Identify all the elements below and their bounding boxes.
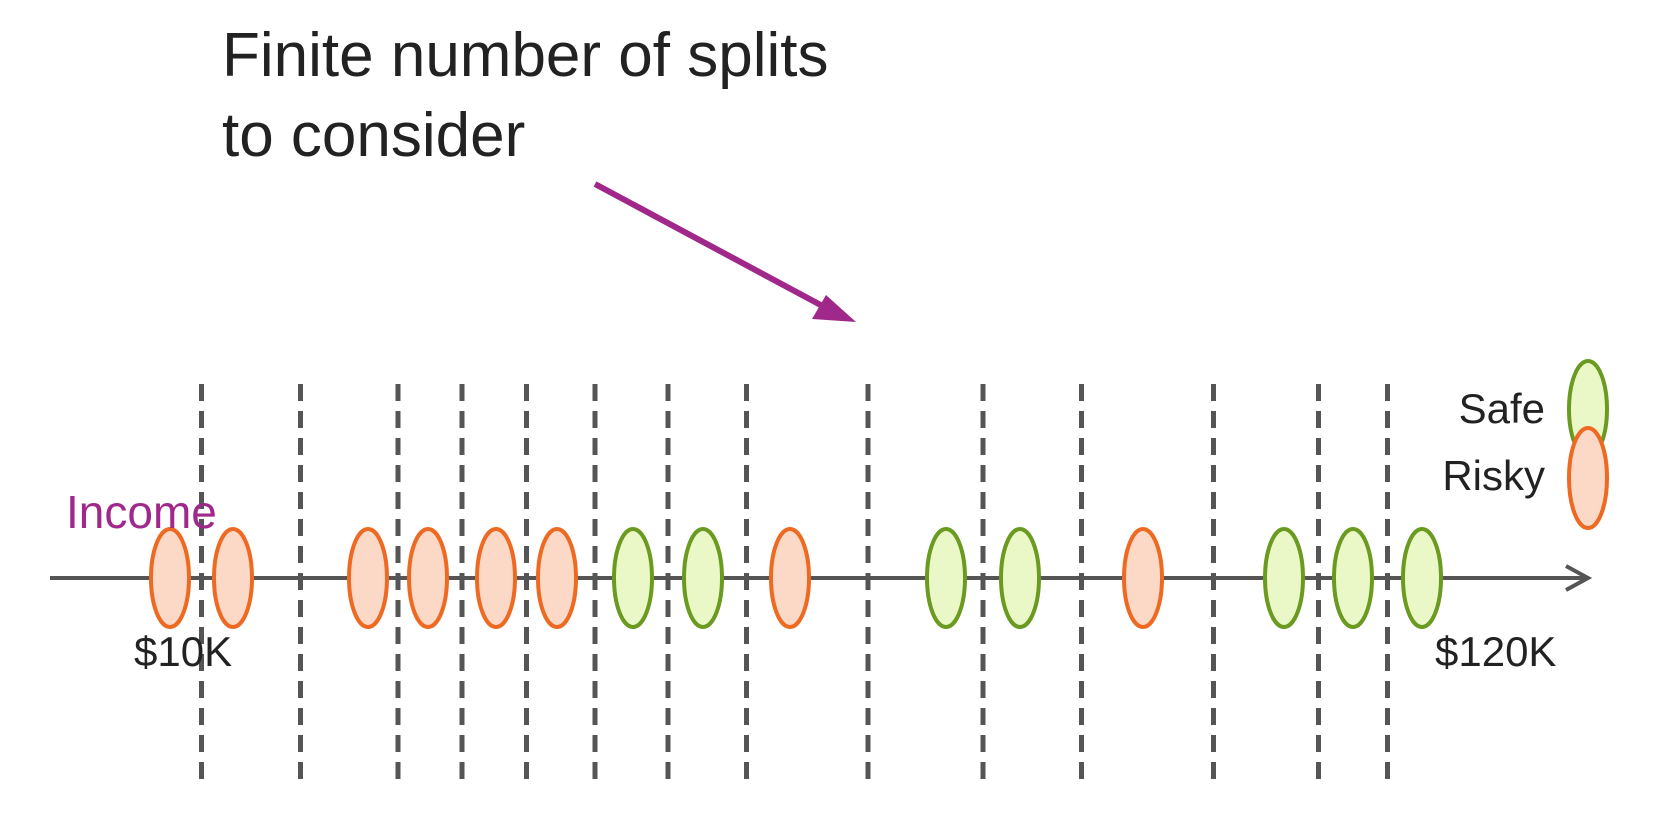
data-points [149, 527, 1443, 629]
safe-point [612, 527, 654, 629]
safe-point [1401, 527, 1443, 629]
safe-point [682, 527, 724, 629]
title-line-1: Finite number of splits [222, 21, 828, 90]
risky-point [475, 527, 517, 629]
legend-risky-swatch [1567, 426, 1609, 530]
axis-min-label: $10K [134, 628, 232, 675]
axis-name: Income [66, 486, 217, 538]
risky-point [1122, 527, 1164, 629]
risky-point [536, 527, 578, 629]
split-lines [199, 384, 1390, 782]
safe-point [925, 527, 967, 629]
legend-risky-label: Risky [1442, 452, 1545, 499]
safe-point [1332, 527, 1374, 629]
risky-point [769, 527, 811, 629]
axis-max-label: $120K [1435, 628, 1556, 675]
income-axis [50, 564, 1593, 592]
safe-point [1263, 527, 1305, 629]
risky-point [407, 527, 449, 629]
legend: Safe Risky [1442, 359, 1609, 530]
title-line-2: to consider [222, 101, 525, 170]
risky-point [149, 527, 191, 629]
legend-safe-label: Safe [1459, 385, 1545, 432]
risky-point [212, 527, 254, 629]
risky-point [347, 527, 389, 629]
pointer-arrow [593, 181, 856, 322]
safe-point [999, 527, 1041, 629]
